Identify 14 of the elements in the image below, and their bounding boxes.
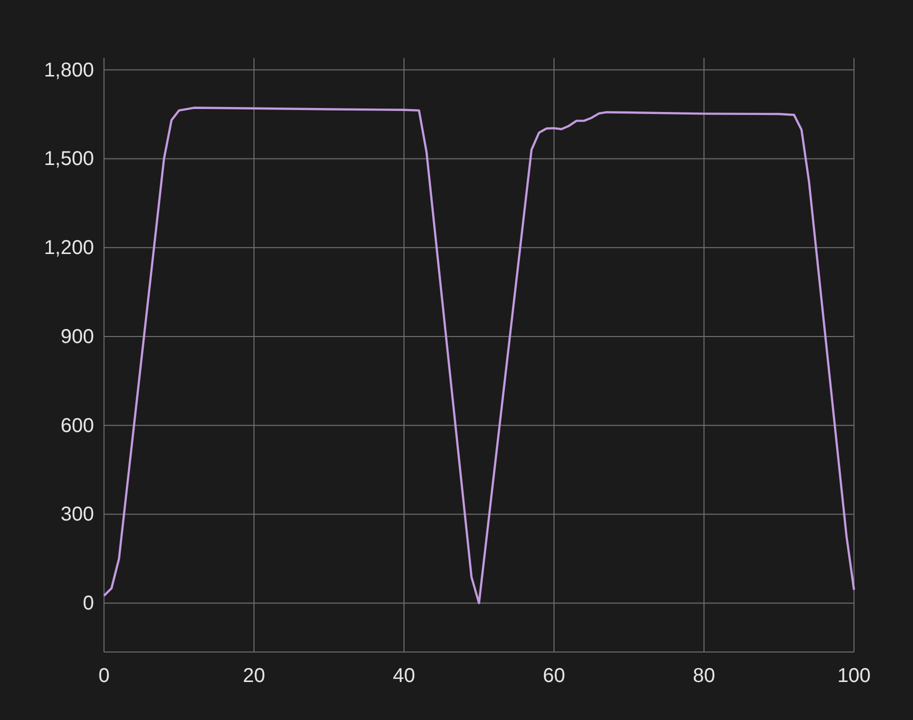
y-tick-label: 0 — [82, 592, 94, 615]
x-tick-label: 80 — [692, 665, 716, 688]
y-tick-label: 600 — [60, 414, 94, 437]
x-tick-label: 20 — [242, 665, 266, 688]
line-series — [102, 106, 856, 604]
y-tick-label: 1,800 — [44, 59, 94, 82]
y-tick-label: 1,200 — [44, 237, 94, 260]
y-tick-label: 300 — [60, 504, 94, 526]
y-tick-label: 900 — [60, 326, 94, 348]
x-tick-label: 60 — [542, 665, 566, 688]
x-tick-label: 0 — [98, 665, 110, 688]
x-tick-label: 40 — [392, 665, 416, 688]
y-tick-label: 1,500 — [44, 148, 94, 170]
x-tick-label: 100 — [837, 665, 871, 688]
